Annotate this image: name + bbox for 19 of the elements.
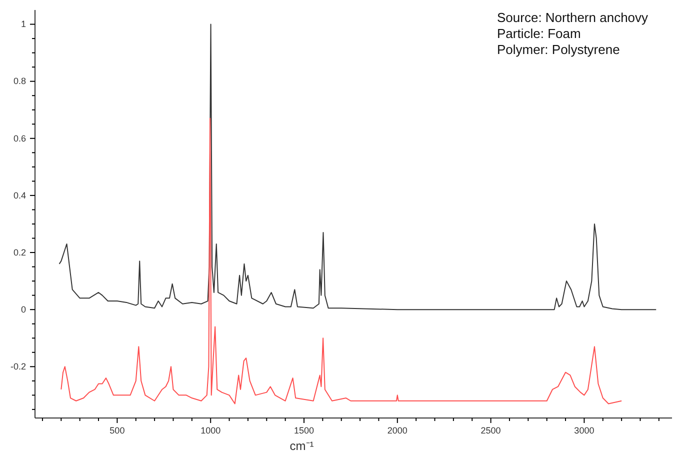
y-tick-label: 1 xyxy=(20,19,26,30)
y-tick-label: -0.2 xyxy=(10,362,26,372)
line-series xyxy=(58,24,657,310)
x-tick-label: 2500 xyxy=(480,425,501,436)
annotation: Source: Northern anchovy xyxy=(497,10,649,25)
annotation: Particle: Foam xyxy=(497,26,581,41)
y-tick-label: 0.4 xyxy=(13,190,26,200)
annotation: Polymer: Polystyrene xyxy=(497,42,620,57)
y-tick-label: 0 xyxy=(20,304,26,314)
y-tick-label: 0.2 xyxy=(13,247,26,258)
line-series xyxy=(60,118,622,404)
y-tick-label: 0.8 xyxy=(13,76,26,86)
x-tick-label: 3000 xyxy=(574,425,594,436)
x-tick-label: 1500 xyxy=(294,425,314,436)
x-tick-label: 2000 xyxy=(387,425,408,436)
x-tick-label: 1000 xyxy=(200,425,221,436)
x-axis-title: cm⁻¹ xyxy=(290,439,314,453)
x-tick-label: 500 xyxy=(110,425,125,436)
y-tick-label: 0.6 xyxy=(13,133,26,144)
